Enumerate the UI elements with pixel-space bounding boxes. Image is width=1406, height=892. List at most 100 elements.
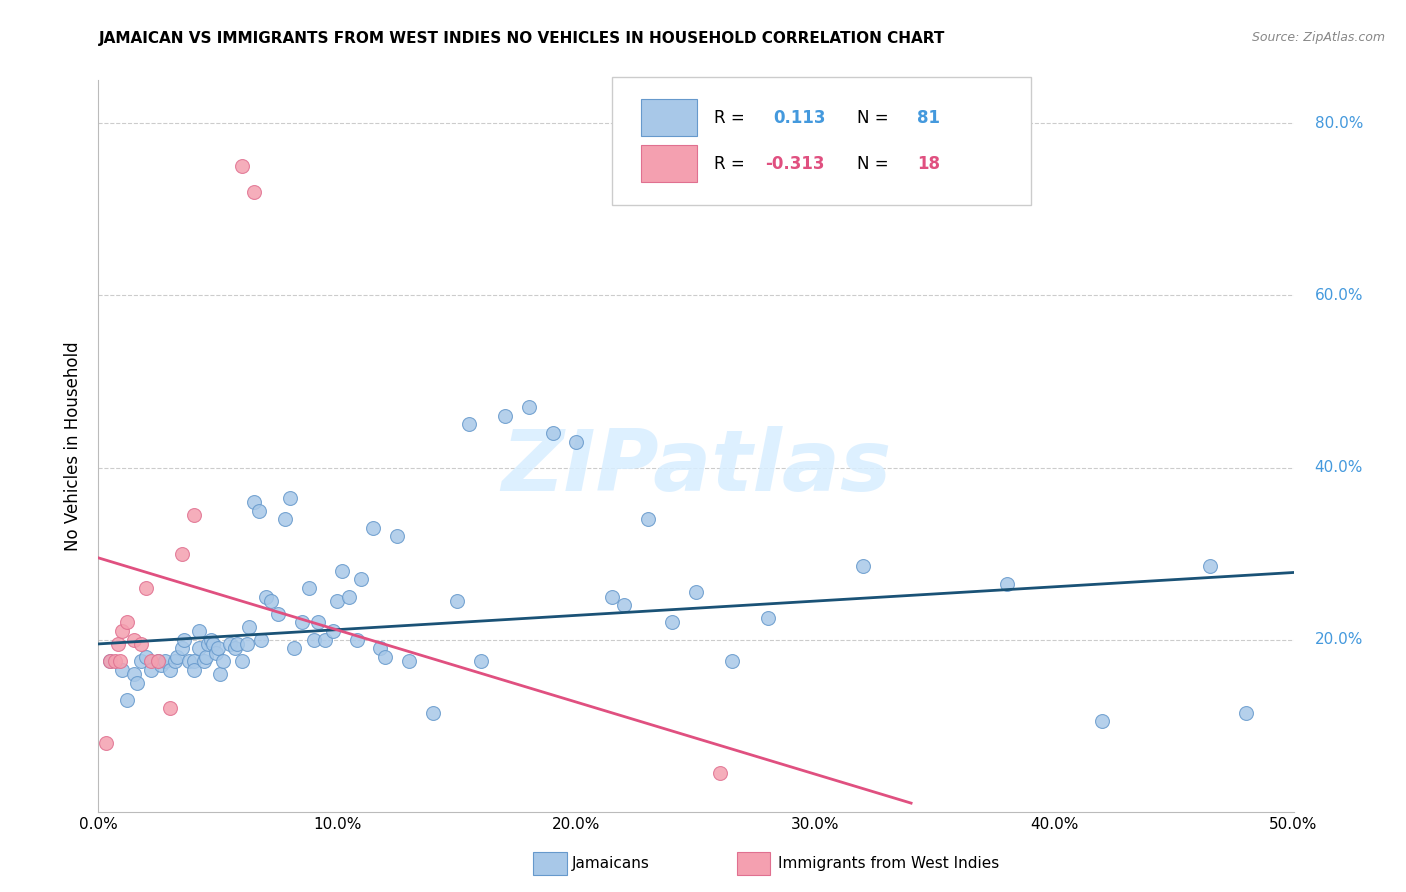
Point	[541, 426, 564, 441]
Point	[131, 637, 153, 651]
Point	[98, 654, 122, 668]
Point	[661, 615, 683, 630]
Point	[290, 615, 312, 630]
Point	[247, 503, 270, 517]
Point	[179, 654, 201, 668]
Point	[163, 654, 186, 668]
Point	[709, 766, 731, 780]
Point	[852, 559, 875, 574]
Point	[613, 598, 636, 612]
Point	[243, 495, 266, 509]
Point	[111, 663, 134, 677]
Point	[219, 637, 242, 651]
Point	[197, 637, 219, 651]
Point	[637, 512, 659, 526]
Point	[330, 564, 353, 578]
Point	[374, 649, 396, 664]
Text: N =: N =	[858, 154, 889, 173]
Point	[200, 632, 222, 647]
Point	[250, 632, 273, 647]
Point	[1091, 714, 1114, 729]
Point	[326, 594, 349, 608]
Point	[278, 491, 301, 505]
Point	[209, 667, 232, 681]
Point	[183, 654, 205, 668]
Point	[108, 654, 131, 668]
Text: Immigrants from West Indies: Immigrants from West Indies	[778, 856, 998, 871]
Text: 81: 81	[917, 109, 941, 127]
Point	[422, 706, 444, 720]
Point	[107, 637, 129, 651]
Point	[315, 632, 337, 647]
Y-axis label: No Vehicles in Household: No Vehicles in Household	[65, 341, 83, 551]
Point	[238, 620, 260, 634]
Point	[370, 641, 392, 656]
Point	[346, 632, 368, 647]
Point	[756, 611, 779, 625]
Point	[226, 637, 249, 651]
Point	[685, 585, 707, 599]
Point	[124, 632, 146, 647]
Point	[139, 654, 162, 668]
Point	[172, 547, 194, 561]
Point	[183, 508, 205, 522]
Point	[155, 654, 177, 668]
Point	[172, 641, 194, 656]
Text: R =: R =	[714, 109, 749, 127]
Point	[202, 637, 225, 651]
Text: 18: 18	[917, 154, 941, 173]
Text: N =: N =	[858, 109, 889, 127]
Point	[135, 581, 157, 595]
Point	[159, 701, 181, 715]
FancyBboxPatch shape	[641, 145, 697, 182]
Point	[565, 434, 588, 449]
Text: Source: ZipAtlas.com: Source: ZipAtlas.com	[1251, 31, 1385, 45]
Point	[600, 590, 623, 604]
Point	[458, 417, 481, 432]
Point	[274, 512, 297, 526]
Point	[211, 654, 233, 668]
Point	[187, 624, 209, 638]
Point	[235, 637, 257, 651]
Point	[183, 663, 205, 677]
Point	[104, 654, 127, 668]
Point	[231, 654, 253, 668]
Point	[193, 654, 215, 668]
Point	[307, 615, 329, 630]
FancyBboxPatch shape	[612, 77, 1031, 204]
Point	[98, 654, 122, 668]
Point	[204, 646, 226, 660]
Point	[1198, 559, 1220, 574]
Point	[194, 649, 217, 664]
Point	[166, 649, 188, 664]
Point	[517, 401, 540, 415]
Point	[721, 654, 744, 668]
Point	[149, 658, 172, 673]
Point	[995, 576, 1018, 591]
Point	[363, 521, 385, 535]
Point	[398, 654, 420, 668]
Point	[231, 159, 253, 173]
Point	[125, 675, 148, 690]
Point	[322, 624, 344, 638]
Point	[267, 607, 290, 621]
Point	[283, 641, 305, 656]
Point	[254, 590, 277, 604]
Text: ZIPatlas: ZIPatlas	[501, 426, 891, 509]
Point	[124, 667, 146, 681]
Text: JAMAICAN VS IMMIGRANTS FROM WEST INDIES NO VEHICLES IN HOUSEHOLD CORRELATION CHA: JAMAICAN VS IMMIGRANTS FROM WEST INDIES …	[98, 31, 945, 46]
Point	[243, 185, 266, 199]
Point	[494, 409, 516, 423]
Point	[148, 654, 170, 668]
Text: R =: R =	[714, 154, 745, 173]
Point	[135, 649, 157, 664]
Point	[259, 594, 281, 608]
Point	[385, 529, 409, 543]
Point	[115, 693, 138, 707]
Point	[302, 632, 325, 647]
Point	[159, 663, 181, 677]
Point	[207, 641, 229, 656]
Text: Jamaicans: Jamaicans	[572, 856, 650, 871]
Point	[139, 663, 162, 677]
FancyBboxPatch shape	[641, 99, 697, 136]
